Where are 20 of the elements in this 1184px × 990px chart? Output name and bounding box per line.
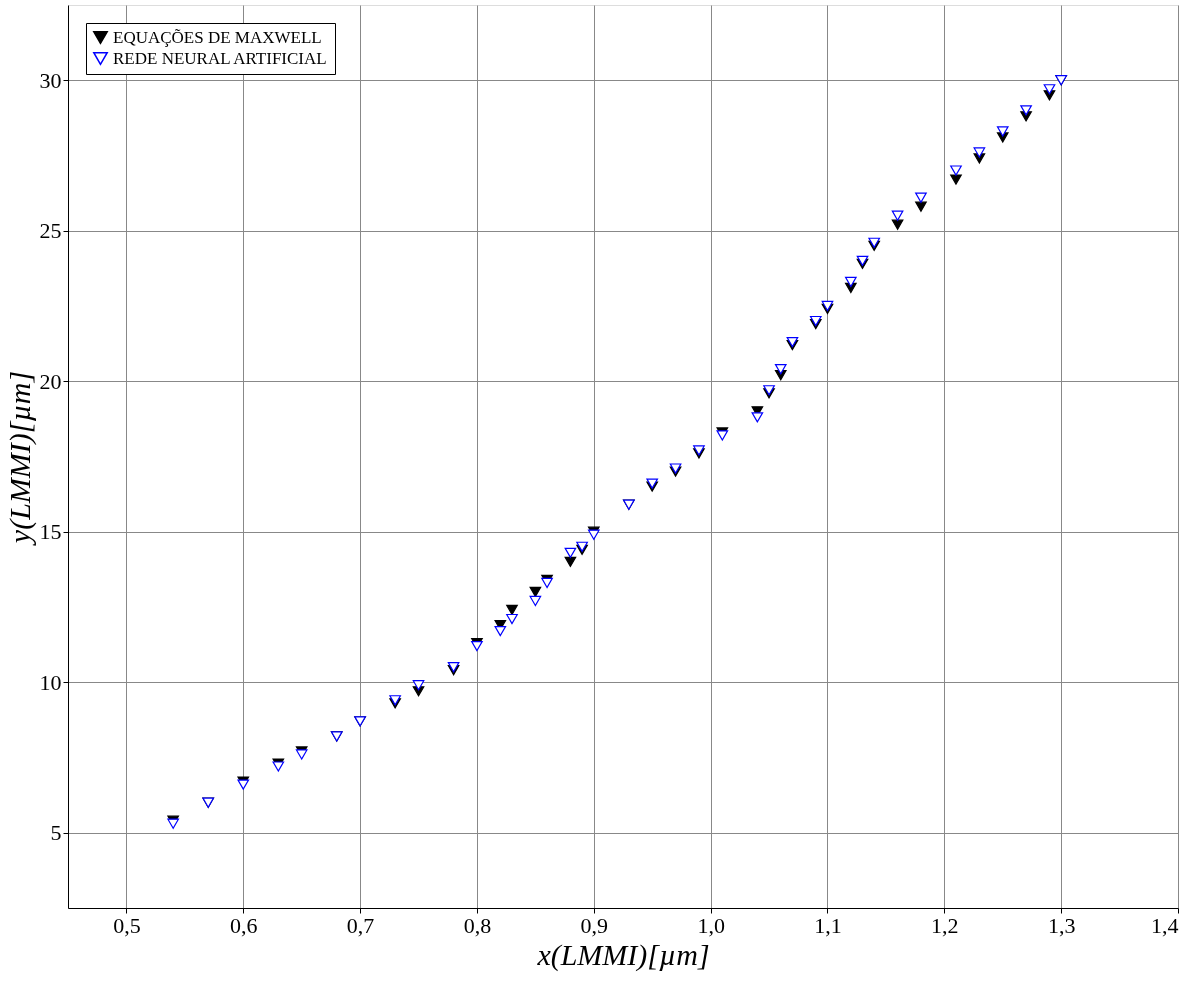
x-tick-label: 1,1 (814, 912, 842, 938)
y-tick-label: 20 (39, 368, 62, 394)
x-tick-label: 0,8 (463, 912, 492, 938)
x-tick-label: 1,2 (931, 912, 959, 938)
y-tick-label: 15 (39, 519, 62, 545)
legend-label: REDE NEURAL ARTIFICIAL (113, 48, 327, 68)
x-tick-label: 0,7 (346, 912, 375, 938)
y-tick-label: 25 (39, 218, 62, 244)
x-tick-label: 1,4 (1151, 912, 1179, 938)
x-tick-label: 1,0 (697, 912, 725, 938)
x-axis-title: x(LMMI)[µm] (536, 937, 710, 972)
y-tick-label: 10 (39, 669, 62, 695)
x-tick-label: 1,3 (1047, 912, 1076, 938)
x-tick-label: 0,9 (580, 912, 609, 938)
x-tick-label: 0,5 (113, 912, 141, 938)
y-tick-label: 5 (50, 820, 62, 846)
legend-label: EQUAÇÕES DE MAXWELL (113, 27, 322, 47)
y-axis-title: y(LMMI)[µm] (2, 370, 37, 547)
y-tick-label: 30 (39, 67, 62, 93)
x-tick-label: 0,6 (230, 912, 258, 938)
